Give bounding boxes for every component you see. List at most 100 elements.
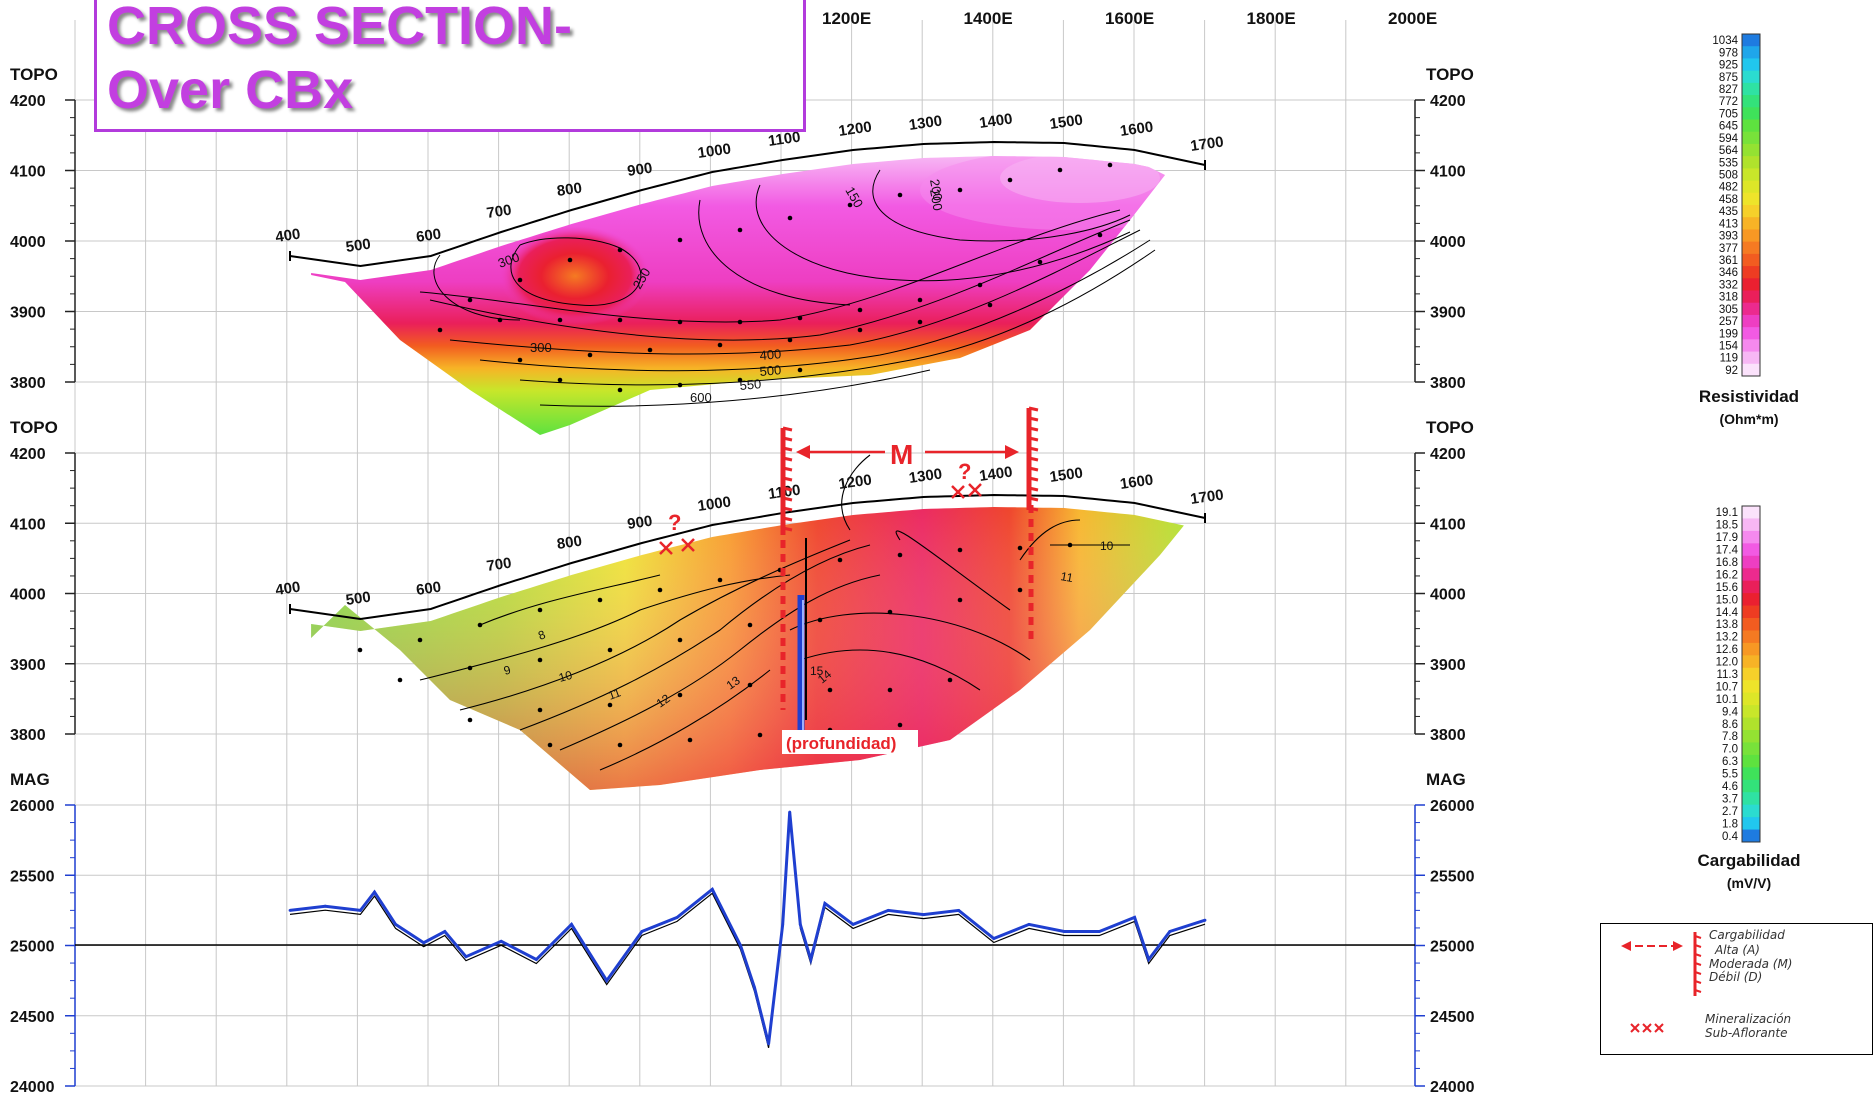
mag-point <box>1098 930 1101 933</box>
mineral-x-mark <box>681 538 695 552</box>
legend-boundary-tick <box>1694 962 1702 966</box>
data-point <box>897 552 903 558</box>
mag-point <box>373 890 376 894</box>
station-label: 700 <box>485 202 512 222</box>
resistivity-legend-color-cell <box>1742 278 1760 291</box>
resistivity-contour-label: 400 <box>759 346 782 363</box>
resistivity-contour <box>755 184 1131 282</box>
depth-label: (profundidad) <box>786 734 896 753</box>
title-line-1: CROSS SECTION- <box>107 0 573 56</box>
data-point <box>357 647 363 653</box>
chargeability-contour <box>799 649 981 691</box>
data-point <box>647 347 653 353</box>
station-label: 1500 <box>1049 111 1084 132</box>
chargeability-contour-label: 10 <box>1100 539 1114 553</box>
chargeability-legend-tick-label: 19.1 <box>1716 507 1738 519</box>
resistivity-legend-color-cell <box>1742 339 1760 353</box>
station-label: 1600 <box>1119 471 1154 492</box>
chargeability-legend-color-cell <box>1742 555 1760 569</box>
chargeability-legend-color-cell <box>1742 817 1760 831</box>
mag-point <box>781 923 785 926</box>
data-point <box>857 327 863 333</box>
resistivity-legend-color-cell <box>1742 314 1760 328</box>
y-tick-label-left: 4000 <box>10 587 46 604</box>
y-axis-title-right: TOPO <box>1426 65 1474 84</box>
y-tick-label-right: 3800 <box>1430 727 1466 744</box>
chargeability-legend-color-cell <box>1742 655 1760 669</box>
mag-point <box>739 944 742 947</box>
chargeability-legend-unit: (mV/V) <box>1727 875 1771 891</box>
data-point <box>787 337 793 343</box>
station-label: 1700 <box>1189 486 1224 507</box>
y-tick-label-left: 24000 <box>10 1079 55 1095</box>
boundary-tick <box>1028 446 1039 452</box>
data-point <box>677 237 683 243</box>
boundary-tick <box>782 436 793 442</box>
data-point <box>957 187 963 193</box>
mag-point <box>1133 916 1137 919</box>
resistivity-legend-color-cell <box>1742 168 1760 182</box>
resistivity-legend-color-cell <box>1742 351 1760 365</box>
data-point <box>397 677 403 683</box>
station-label: 900 <box>626 513 653 533</box>
mag-point <box>851 923 855 926</box>
x-tick-label-top: 2000E <box>1388 9 1437 28</box>
y-tick-label-left: 25000 <box>10 939 55 956</box>
data-point <box>717 342 723 348</box>
resistivity-legend-tick-label: 772 <box>1719 96 1738 108</box>
station-label: 500 <box>345 236 372 256</box>
resistivity-contour-label: 300 <box>496 249 522 271</box>
data-point <box>1037 259 1043 265</box>
chargeability-legend-tick-label: 14.4 <box>1716 607 1739 619</box>
chargeability-legend-tick-label: 8.6 <box>1722 719 1738 731</box>
y-tick-label-right: 24500 <box>1430 1009 1475 1026</box>
y-tick-label-right: 4200 <box>1430 446 1466 463</box>
data-point <box>917 319 923 325</box>
chargeability-contour <box>459 539 851 711</box>
mag-point <box>640 930 644 933</box>
data-point <box>797 367 803 373</box>
m-label: M <box>890 439 913 470</box>
chargeability-contour <box>419 574 791 681</box>
data-point <box>537 657 543 663</box>
mineral-x-mark <box>659 541 673 555</box>
symbol-legend-graphics <box>1621 932 1702 1033</box>
resistivity-legend-color-cell <box>1742 363 1760 377</box>
legend-mineral-line1: Mineralización <box>1705 1012 1792 1026</box>
boundary-tick <box>1028 476 1039 482</box>
chargeability-legend-title: Cargabilidad <box>1698 851 1801 870</box>
y-tick-label-right: 4100 <box>1430 516 1466 533</box>
station-label: 1200 <box>837 118 872 139</box>
data-point <box>847 202 853 208</box>
chargeability-legend-color-cell <box>1742 730 1760 743</box>
chargeability-legend-tick-label: 7.8 <box>1722 731 1738 743</box>
resistivity-legend-color-cell <box>1742 327 1760 340</box>
data-point <box>607 702 613 708</box>
y-tick-label-left: 4200 <box>10 93 46 110</box>
chargeability-legend-color-cell <box>1742 530 1760 544</box>
resistivity-legend-tick-label: 435 <box>1719 206 1738 218</box>
data-point <box>557 317 563 323</box>
y-tick-label-left: 26000 <box>10 798 55 815</box>
legend-charge-high: Alta (A) <box>1715 943 1760 957</box>
resistivity-legend-color-cell <box>1742 34 1760 47</box>
chargeability-legend-tick-label: 9.4 <box>1722 706 1739 718</box>
data-point <box>517 277 523 283</box>
resistivity-legend-tick-label: 257 <box>1719 316 1738 328</box>
data-point <box>917 297 923 303</box>
resistivity-legend-tick-label: 361 <box>1719 255 1738 267</box>
resistivity-legend-tick-label: 119 <box>1720 353 1738 365</box>
boundary-tick <box>782 466 793 472</box>
station-label: 500 <box>345 589 372 609</box>
data-point <box>677 637 683 643</box>
data-point <box>827 687 833 693</box>
data-point <box>947 677 953 683</box>
chargeability-depth-shade <box>311 507 1184 790</box>
data-point <box>1057 167 1063 173</box>
data-point <box>437 327 443 333</box>
resistivity-contour <box>539 369 931 407</box>
y-axis-title-left: MAG <box>10 770 50 789</box>
data-point <box>1107 162 1113 168</box>
legend-boundary-tick <box>1694 953 1702 957</box>
